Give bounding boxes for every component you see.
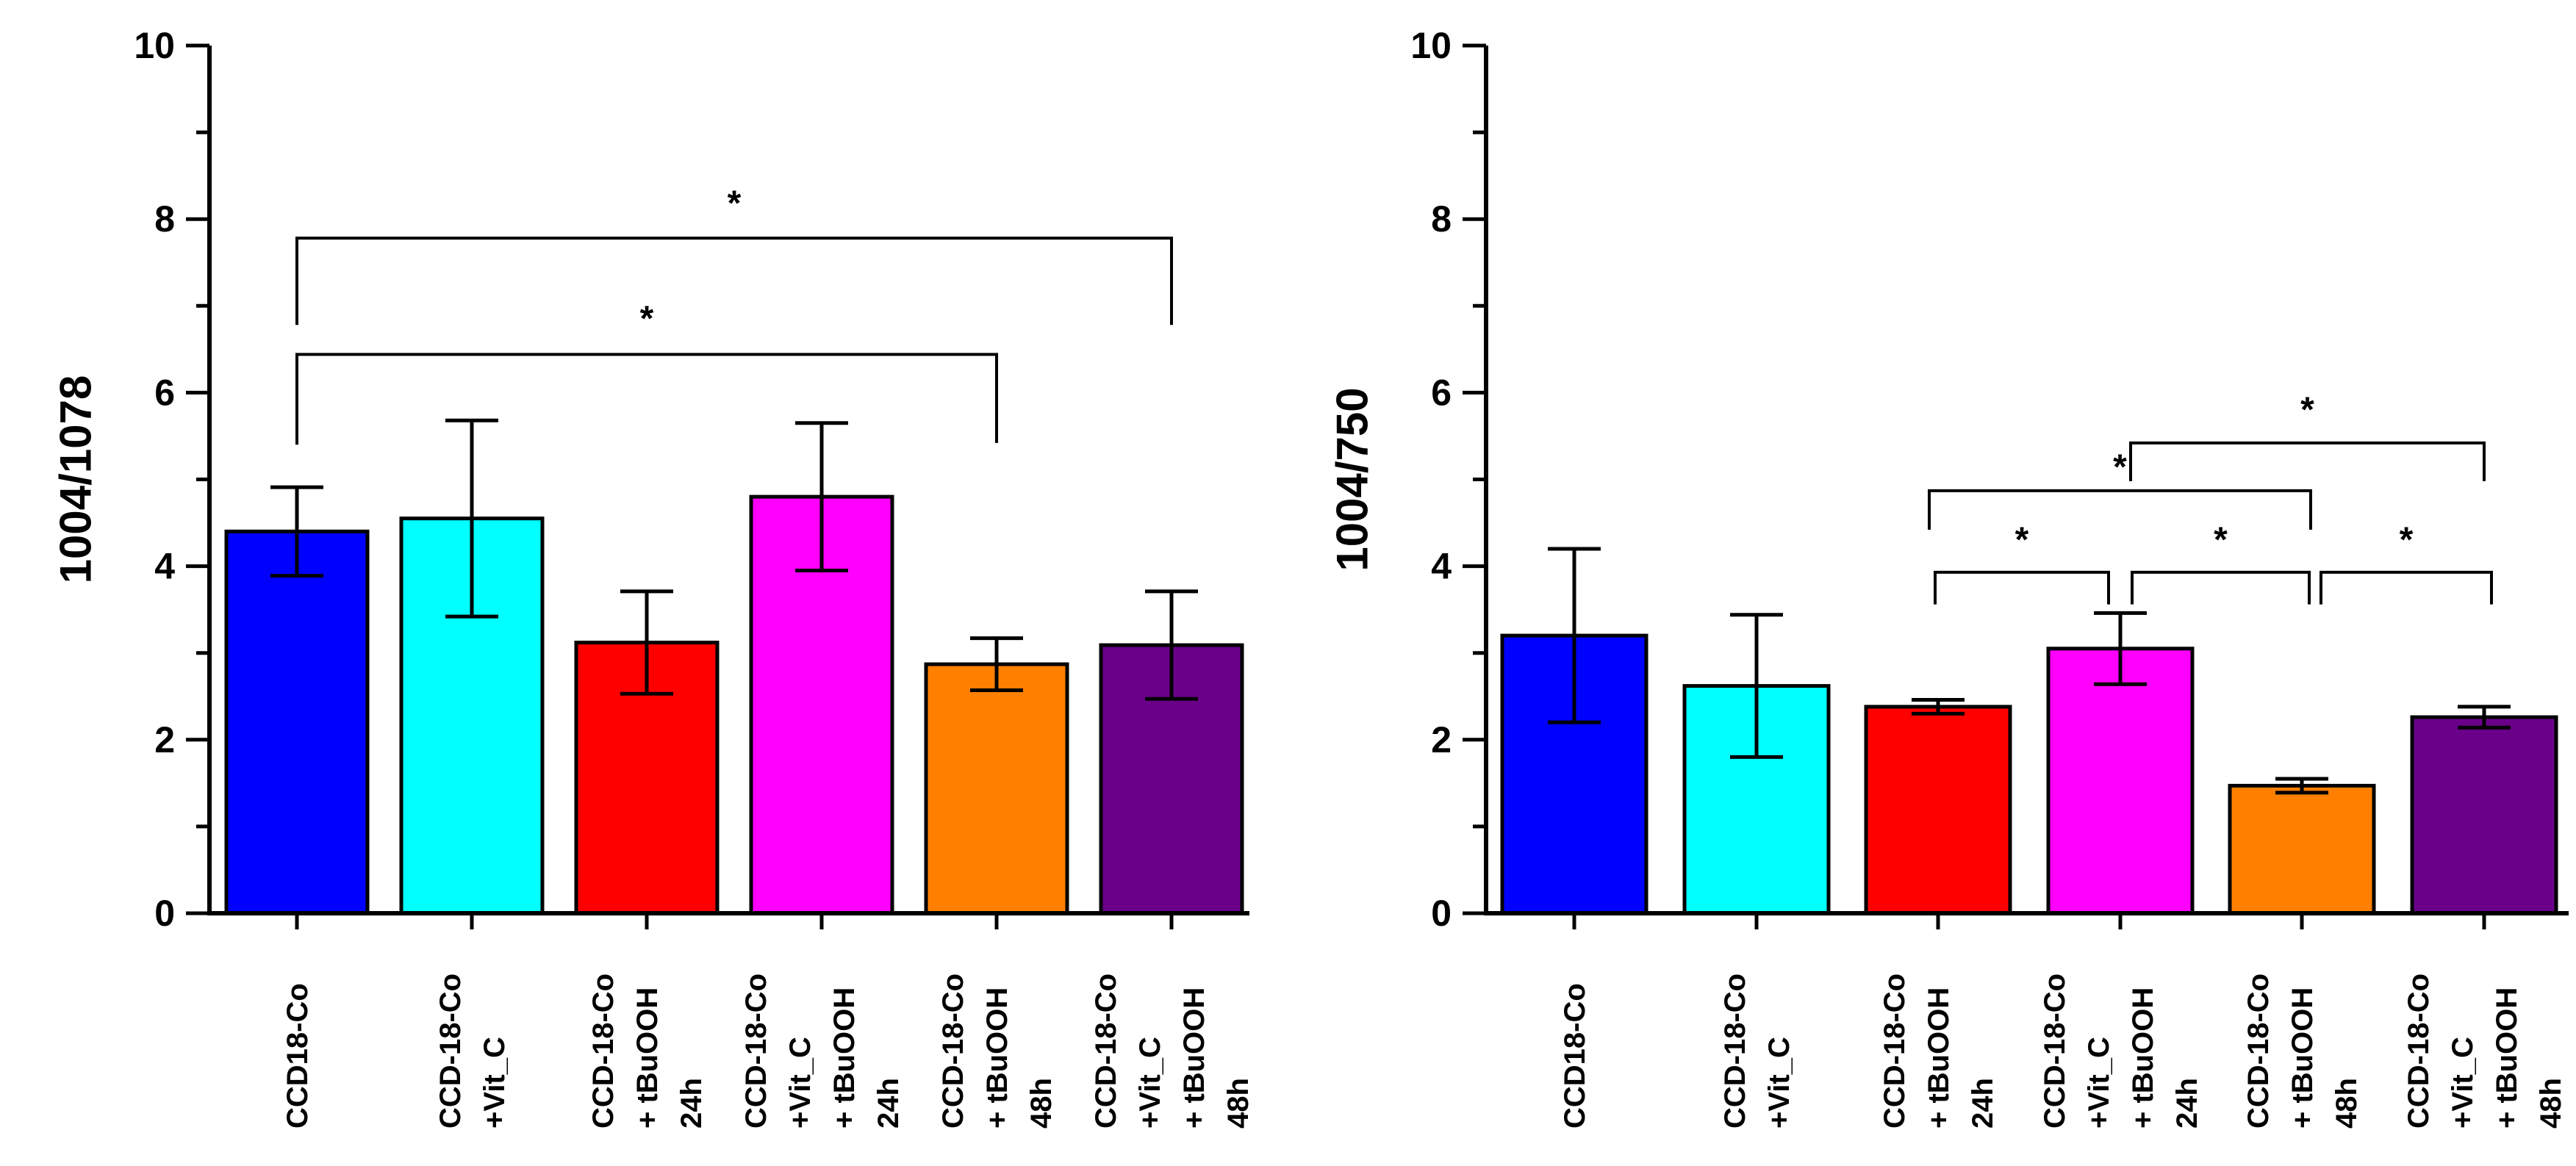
category-label-line: 24h (2171, 1078, 2203, 1129)
category-label-line: 48h (1222, 1078, 1255, 1129)
significance-star: * (728, 184, 742, 223)
error-bar (2458, 705, 2511, 730)
chart-panel-1004/1078: * * 0 2 4 6 8 10 CCD18-Co CCD-18-Co +Vit_C CCD-18-C… (51, 25, 1255, 1129)
y-tick-label: 6 (154, 372, 175, 413)
category-label-line: CCD-18-Co (2242, 974, 2275, 1129)
error-bar (270, 485, 323, 578)
significance-bracket (1928, 489, 2312, 530)
bar-CCD-18-Co + tBuOOH 48h (2228, 783, 2376, 915)
category-label-line: + tBuOOH (828, 987, 861, 1129)
category-label-line: CCD-18-Co (1719, 974, 1751, 1129)
significance-star: * (2300, 391, 2314, 430)
category-label-line: +Vit_C (1134, 1037, 1166, 1129)
category-label-line: 48h (1025, 1078, 1058, 1129)
significance-bracket (2320, 570, 2493, 605)
error-bar (795, 421, 848, 573)
error-bar (1145, 589, 1198, 701)
y-tick-label: 2 (154, 719, 175, 760)
bar-CCD-18-Co +Vit_C + tBuOOH 48h (2410, 715, 2558, 915)
category-label-line: + tBuOOH (981, 987, 1013, 1129)
y-tick-label: 2 (1431, 719, 1452, 760)
category-label-line: 24h (1967, 1078, 1999, 1129)
error-bar (445, 418, 498, 619)
category-label-line: 24h (872, 1078, 905, 1129)
y-tick-label: 10 (134, 25, 175, 66)
category-label-line: + tBuOOH (1923, 987, 1955, 1129)
significance-star: * (2015, 521, 2029, 560)
y-tick-label: 0 (1431, 893, 1452, 934)
category-label-line: CCD18-Co (1559, 983, 1591, 1129)
error-bar (1730, 613, 1783, 759)
significance-bracket (2129, 441, 2486, 481)
y-tick-label: 0 (154, 893, 175, 934)
y-tick-label: 4 (154, 546, 175, 587)
category-label-line: +Vit_C (2083, 1037, 2115, 1129)
category-label-line: + tBuOOH (2286, 987, 2319, 1129)
category-label-line: +Vit_C (2447, 1037, 2479, 1129)
category-label-line: + tBuOOH (2127, 987, 2159, 1129)
category-label-line: CCD-18-Co (434, 974, 467, 1129)
category-label-line: + tBuOOH (631, 987, 664, 1129)
category-label-line: CCD-18-Co (740, 974, 772, 1129)
bar-CCD-18-Co +Vit_C + tBuOOH 24h (2046, 647, 2195, 915)
error-bar (1912, 697, 1965, 716)
y-tick-label: 8 (1431, 198, 1452, 240)
category-label-line: CCD-18-Co (2403, 974, 2435, 1129)
bar-CCD-18-Co + tBuOOH 24h (1864, 705, 2012, 915)
y-axis-title: 1004/750 (1328, 387, 1377, 571)
error-bar (620, 589, 673, 696)
significance-star: * (640, 300, 654, 339)
significance-bracket (295, 237, 1173, 325)
error-bar (2094, 611, 2147, 686)
category-label-line: CCD18-Co (281, 983, 314, 1129)
y-tick-label: 4 (1431, 546, 1452, 587)
category-label-line: 48h (2535, 1078, 2567, 1129)
category-label-line: CCD-18-Co (1090, 974, 1122, 1129)
category-label-line: +Vit_C (784, 1037, 817, 1129)
bar-CCD-18-Co + tBuOOH 48h (924, 662, 1069, 915)
significance-bracket (2131, 570, 2311, 605)
significance-star: * (2400, 521, 2414, 560)
category-label-line: +Vit_C (478, 1037, 511, 1129)
y-tick-label: 8 (154, 198, 175, 240)
category-label-line: 24h (675, 1078, 708, 1129)
error-bar (970, 636, 1023, 692)
category-label-line: + tBuOOH (1178, 987, 1210, 1129)
y-axis-title: 1004/1078 (51, 375, 101, 584)
y-tick-label: 10 (1410, 25, 1452, 66)
category-label-line: CCD-18-Co (2039, 974, 2071, 1129)
category-label-line: + tBuOOH (2491, 987, 2523, 1129)
significance-star: * (2214, 521, 2228, 560)
error-bar (2275, 777, 2328, 795)
significance-bracket (1934, 570, 2110, 605)
bar-CCD18-Co (224, 529, 370, 915)
category-label-line: 48h (2331, 1078, 2363, 1129)
category-label-line: +Vit_C (1763, 1037, 1795, 1129)
category-label-line: CCD-18-Co (937, 974, 969, 1129)
error-bar (1548, 547, 1601, 724)
y-tick-label: 6 (1431, 372, 1452, 413)
category-label-line: CCD-18-Co (587, 974, 620, 1129)
significance-star: * (2113, 447, 2127, 486)
significance-bracket (295, 353, 998, 445)
category-label-line: CCD-18-Co (1879, 974, 1911, 1129)
chart-panel-1004/750: * * * * * 0 2 4 6 8 10 CCD18-Co CCD-18-Co +Vit_C CCD-1… (1328, 25, 2569, 1129)
